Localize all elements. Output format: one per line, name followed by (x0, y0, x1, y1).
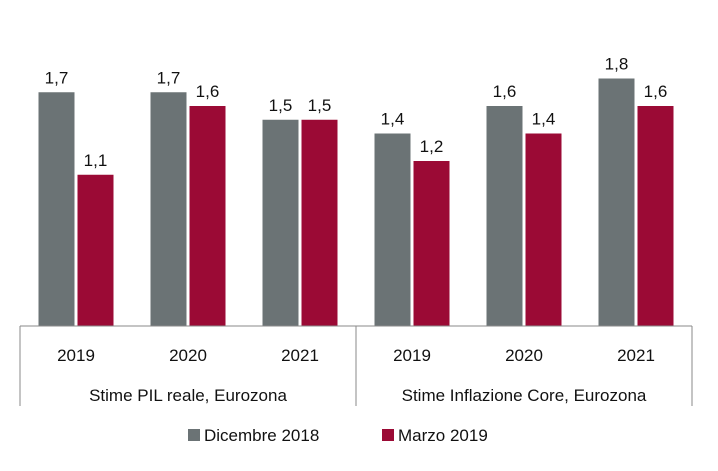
data-label: 1,6 (493, 82, 517, 101)
legend-swatch (382, 429, 394, 441)
category-tick-label: 2020 (505, 346, 543, 365)
bar-dicembre-2018-4 (486, 106, 523, 326)
data-label: 1,5 (308, 96, 332, 115)
bar-dicembre-2018-5 (598, 78, 635, 326)
bar-marzo-2019-0 (77, 174, 114, 326)
data-label: 1,5 (269, 96, 293, 115)
group-label: Stime Inflazione Core, Eurozona (402, 386, 647, 405)
data-label: 1,4 (381, 110, 405, 129)
category-tick-label: 2021 (617, 346, 655, 365)
data-label: 1,7 (45, 68, 69, 87)
data-label: 1,7 (157, 68, 181, 87)
legend-label: Marzo 2019 (398, 426, 488, 445)
category-tick-label: 2021 (281, 346, 319, 365)
data-label: 1,6 (196, 82, 220, 101)
category-tick-label: 2019 (57, 346, 95, 365)
bars-layer (38, 78, 674, 326)
bar-marzo-2019-5 (637, 106, 674, 326)
bar-dicembre-2018-1 (150, 92, 187, 326)
legend-swatch (188, 429, 200, 441)
bar-marzo-2019-3 (413, 161, 450, 326)
category-axis: 2019 2020 2021 2019 2020 2021 Stime PIL reale,… (19, 325, 693, 406)
value-labels-layer: 1,7 1,1 1,7 1,6 1,5 1,5 1,4 1,2 1,6 1,4 1,8 1,6 (45, 55, 668, 170)
bar-dicembre-2018-2 (262, 119, 299, 326)
bar-marzo-2019-1 (189, 106, 226, 326)
category-tick-label: 2019 (393, 346, 431, 365)
group-label: Stime PIL reale, Eurozona (89, 386, 287, 405)
data-label: 1,1 (84, 151, 108, 170)
data-label: 1,6 (644, 82, 668, 101)
bar-dicembre-2018-3 (374, 133, 411, 326)
legend-label: Dicembre 2018 (204, 426, 319, 445)
data-label: 1,2 (420, 137, 444, 156)
data-label: 1,8 (605, 55, 629, 74)
category-tick-label: 2020 (169, 346, 207, 365)
bar-dicembre-2018-0 (38, 92, 75, 326)
bar-marzo-2019-2 (301, 119, 338, 326)
bar-marzo-2019-4 (525, 133, 562, 326)
data-label: 1,4 (532, 110, 556, 129)
legend: Dicembre 2018 Marzo 2019 (188, 426, 488, 445)
